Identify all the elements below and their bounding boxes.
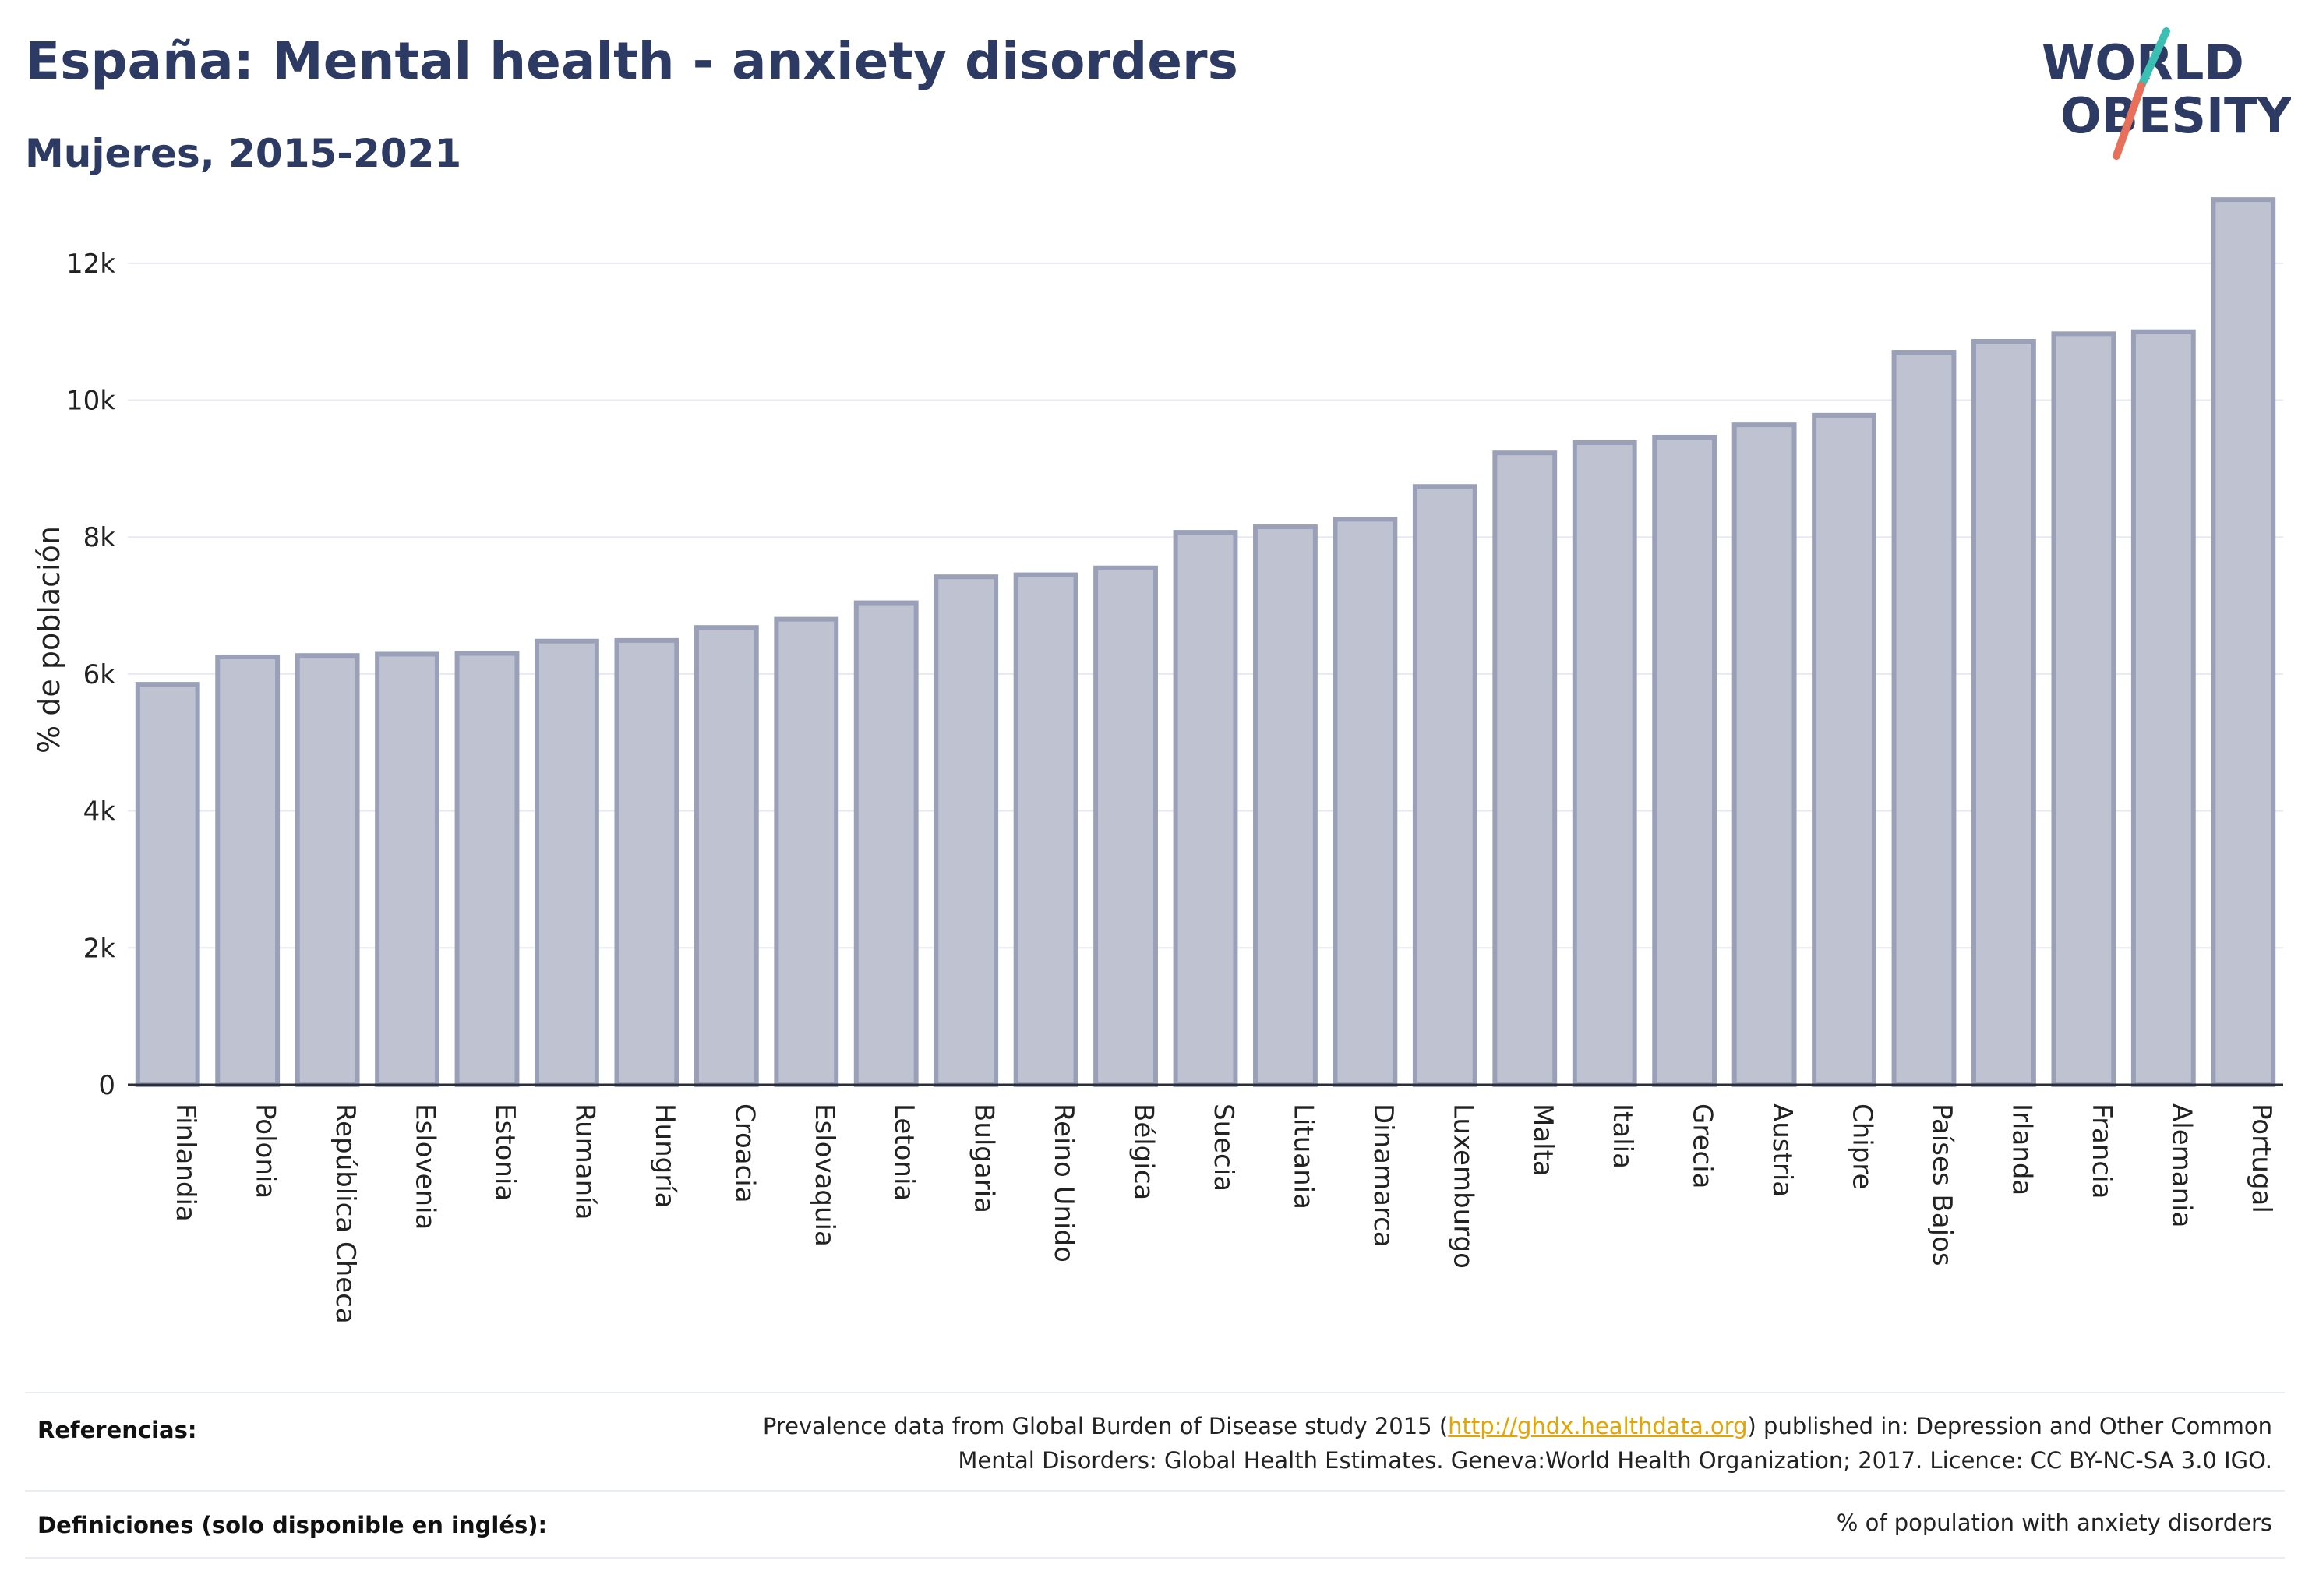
references-link[interactable]: http://ghdx.healthdata.org: [1448, 1413, 1748, 1439]
bar: [774, 616, 839, 1087]
logo-slash-top: [2137, 27, 2170, 90]
y-tick-label: 2k: [83, 933, 116, 964]
bar: [614, 637, 679, 1087]
bar: [1812, 412, 1876, 1087]
y-axis-label: % de población: [32, 526, 66, 754]
x-tick-label: Malta: [1527, 1103, 1558, 1177]
x-tick-label: Irlanda: [2006, 1103, 2037, 1195]
x-tick-label: Estonia: [489, 1103, 521, 1201]
x-tick-label: República Checa: [330, 1103, 361, 1324]
x-tick-label: Italia: [1607, 1103, 1638, 1169]
references-text: Prevalence data from Global Burden of Di…: [763, 1409, 2272, 1478]
bar: [135, 682, 200, 1087]
bar: [295, 653, 360, 1087]
bar: [934, 574, 999, 1087]
x-tick-label: Luxemburgo: [1447, 1103, 1478, 1269]
bar: [853, 600, 919, 1087]
bar: [1492, 450, 1558, 1087]
x-tick-label: Hungría: [649, 1103, 680, 1209]
logo-slash-bottom: [2113, 82, 2145, 160]
bar: [2211, 197, 2276, 1088]
bar: [1013, 572, 1078, 1087]
bar: [1652, 434, 1717, 1087]
bar: [1891, 350, 1957, 1087]
x-tick-label: Bélgica: [1128, 1103, 1160, 1200]
x-tick-label: Lituania: [1287, 1103, 1318, 1209]
bar: [375, 651, 439, 1087]
x-tick-label: Finlandia: [170, 1103, 201, 1222]
x-tick-label: Bulgaria: [969, 1103, 1000, 1213]
y-tick-label: 12k: [66, 249, 115, 280]
bar: [1572, 440, 1637, 1087]
definitions-value: % of population with anxiety disorders: [1836, 1509, 2272, 1536]
x-tick-label: Letonia: [888, 1103, 920, 1201]
x-tick-label: Portugal: [2246, 1103, 2277, 1213]
x-tick-label: Austria: [1767, 1103, 1798, 1197]
y-tick-label: 0: [98, 1070, 115, 1101]
chart-title: España: Mental health - anxiety disorder…: [25, 31, 1238, 91]
x-tick-label: Grecia: [1687, 1103, 1718, 1188]
x-tick-label: Países Bajos: [1926, 1103, 1957, 1266]
references-post: ) published in: Depression and Other Com…: [1747, 1413, 2273, 1439]
bar: [1333, 517, 1398, 1087]
references-pre: Prevalence data from Global Burden of Di…: [762, 1413, 1449, 1439]
references-label: Referencias:: [37, 1417, 197, 1443]
bar: [1173, 530, 1238, 1087]
definitions-row: Definiciones (solo disponible en inglés)…: [25, 1490, 2285, 1559]
bar: [1412, 484, 1477, 1087]
y-tick-label: 4k: [83, 796, 116, 828]
world-obesity-logo: WORLD OBESITY: [2042, 27, 2291, 160]
bar: [454, 651, 520, 1087]
bar: [1971, 338, 2036, 1087]
x-tick-label: Francia: [2086, 1103, 2117, 1199]
y-tick-label: 6k: [83, 659, 116, 690]
bar: [2130, 329, 2196, 1087]
x-tick-label: Alemania: [2166, 1103, 2197, 1227]
bar: [1253, 524, 1318, 1087]
chart-subtitle: Mujeres, 2015-2021: [25, 131, 462, 176]
bar: [215, 654, 281, 1087]
references-row: Referencias: Prevalence data from Global…: [25, 1392, 2285, 1492]
x-tick-label: Eslovenia: [410, 1103, 441, 1230]
y-tick-label: 8k: [83, 522, 116, 553]
logo-line2: OBESITY: [2060, 87, 2291, 144]
bar: [535, 638, 599, 1087]
x-tick-label: Suecia: [1208, 1103, 1239, 1192]
x-tick-label: Croacia: [729, 1103, 760, 1203]
bar: [694, 625, 759, 1087]
references-line2: Mental Disorders: Global Health Estimate…: [958, 1447, 2272, 1474]
bar: [1093, 565, 1158, 1087]
y-tick-label: 10k: [66, 386, 115, 417]
bar-chart: 0 2k 4k 6k 8k 10k 12k Finlandia Polonia República…: [32, 197, 2283, 1324]
x-tick-label: Dinamarca: [1368, 1103, 1399, 1248]
x-tick-label: Chipre: [1847, 1103, 1878, 1189]
x-tick-label: Polonia: [250, 1103, 281, 1199]
x-tick-label: Rumanía: [569, 1103, 600, 1220]
x-tick-label: Eslovaquia: [809, 1103, 840, 1247]
bar: [1731, 422, 1797, 1087]
x-tick-label: Reino Unido: [1048, 1103, 1079, 1262]
definitions-label: Definiciones (solo disponible en inglés)…: [37, 1512, 548, 1538]
bar: [2051, 331, 2116, 1087]
